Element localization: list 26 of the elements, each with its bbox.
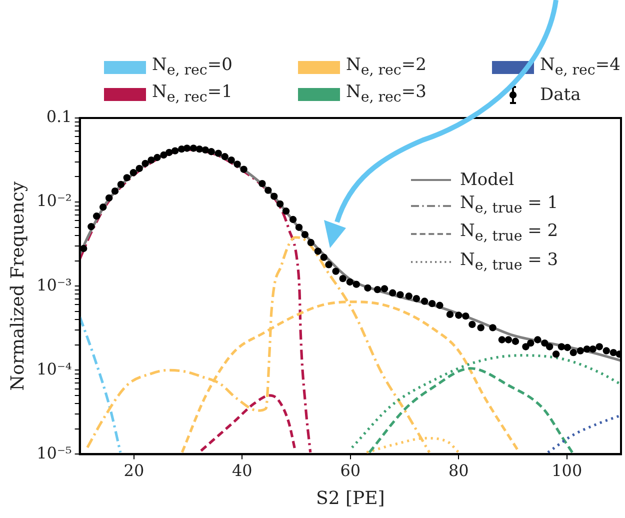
y-axis-title: Normalized Frequency [7,180,28,391]
line-series [80,316,122,454]
line-series [200,394,297,452]
legend-label: N$_{e, rec}$=0 [152,54,232,80]
annotation: N$_{e, true}$ = 1 [460,193,558,218]
line-series [350,354,621,449]
y-tick-label: 10⁻³ [36,275,72,294]
x-tick-label: 80 [448,460,469,480]
x-axis-title: S2 [PE] [316,488,385,509]
legend-label: N$_{e, rec}$=1 [152,82,232,108]
annotation: N$_{e, true}$ = 3 [460,250,558,276]
legend-label: N$_{e, rec}$=3 [346,82,426,108]
line-series [546,414,621,454]
x-tick-label: 40 [232,460,252,480]
y-tick-label: 0.1 [46,107,72,126]
legend-label: N$_{e, rec}$=2 [346,54,426,80]
y-tick-label: 10⁻⁵ [36,443,72,462]
annotation: N$_{e, true}$ = 2 [460,221,558,247]
x-tick-label: 60 [340,460,361,480]
legend-label: Model [460,170,514,190]
legend-label: Data [540,84,581,104]
y-tick-label: 10⁻⁴ [36,359,72,378]
x-tick-label: 20 [124,460,144,480]
legend-label: N$_{e, rec}$=4 [540,54,620,80]
y-tick-label: 10⁻² [36,191,72,210]
x-tick-label: 100 [552,460,582,480]
